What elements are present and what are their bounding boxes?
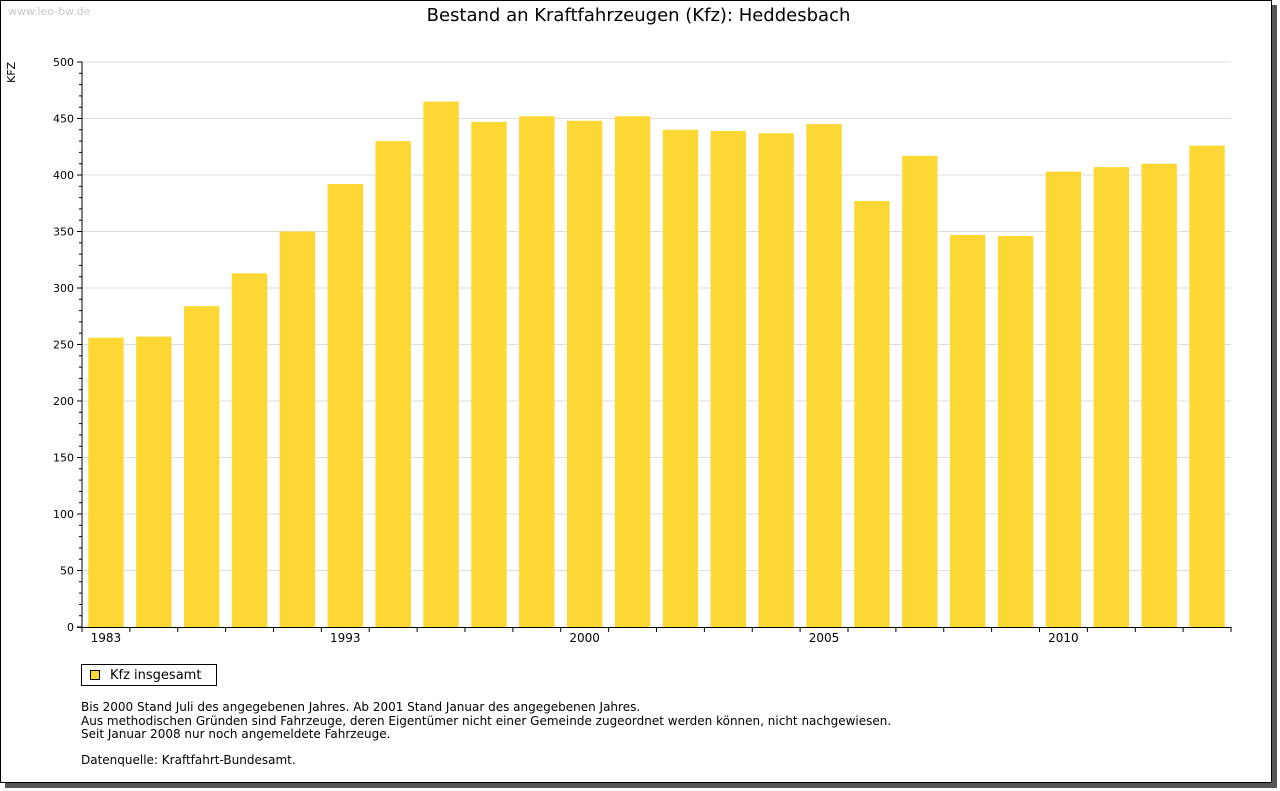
chart-title: Bestand an Kraftfahrzeugen (Kfz): Heddes… bbox=[426, 5, 851, 26]
bar bbox=[423, 101, 459, 628]
bar bbox=[1045, 171, 1082, 628]
bar bbox=[1141, 163, 1177, 627]
footnote-line: Seit Januar 2008 nur noch angemeldete Fa… bbox=[81, 727, 391, 741]
x-tick-label: 2000 bbox=[569, 631, 600, 645]
bar bbox=[471, 121, 507, 627]
bar bbox=[854, 200, 890, 628]
bar-chart: 0 50 100 150 200 250 300 350 400 450 500 1983 1993 20… bbox=[53, 56, 1232, 645]
axes bbox=[77, 61, 1232, 632]
bar bbox=[279, 231, 316, 627]
legend: Kfz insgesamt bbox=[81, 664, 217, 686]
bar bbox=[327, 184, 364, 628]
y-tick-label: 100 bbox=[53, 508, 74, 521]
bar bbox=[136, 336, 172, 627]
y-tick-label: 300 bbox=[53, 282, 74, 295]
bar bbox=[806, 124, 842, 628]
bar bbox=[902, 155, 938, 628]
bar bbox=[662, 129, 699, 628]
y-tick-label: 250 bbox=[53, 339, 74, 352]
y-tick-label: 500 bbox=[53, 56, 74, 69]
footnote-line: Bis 2000 Stand Juli des angegebenen Jahr… bbox=[81, 700, 641, 714]
y-tick-label: 400 bbox=[53, 169, 74, 182]
bar bbox=[183, 306, 220, 627]
bar bbox=[710, 130, 747, 627]
x-tick-label: 1993 bbox=[330, 631, 361, 645]
x-tick-label: 1983 bbox=[91, 631, 122, 645]
bar bbox=[231, 273, 268, 627]
bar bbox=[614, 116, 651, 628]
legend-swatch bbox=[90, 670, 100, 680]
watermark: www.leo-bw.de bbox=[8, 5, 91, 18]
grid-lines bbox=[82, 61, 1231, 571]
bar bbox=[375, 141, 411, 627]
tick-labels: 0 50 100 150 200 250 300 350 400 450 500 1983 1993 20… bbox=[53, 56, 1079, 645]
x-tick-label: 2005 bbox=[809, 631, 840, 645]
y-tick-label: 450 bbox=[53, 113, 74, 126]
bar bbox=[519, 116, 555, 628]
data-source: Datenquelle: Kraftfahrt-Bundesamt. bbox=[81, 753, 296, 767]
footnote-line: Aus methodischen Gründen sind Fahrzeuge,… bbox=[81, 713, 892, 728]
x-tick-label: 2010 bbox=[1048, 631, 1079, 645]
bar bbox=[758, 133, 794, 627]
y-tick-label: 0 bbox=[67, 621, 74, 634]
bar bbox=[997, 236, 1034, 627]
bar bbox=[949, 234, 986, 627]
y-tick-label: 50 bbox=[60, 565, 74, 578]
bars bbox=[88, 101, 1225, 628]
bar bbox=[1189, 145, 1225, 627]
legend-label: Kfz insgesamt bbox=[110, 667, 202, 683]
y-tick-label: 350 bbox=[53, 226, 74, 239]
y-tick-label: 200 bbox=[53, 395, 74, 408]
y-tick-label: 150 bbox=[53, 452, 74, 465]
bar bbox=[566, 120, 603, 627]
footnotes: Bis 2000 Stand Juli des angegebenen Jahr… bbox=[81, 700, 892, 742]
bar bbox=[1093, 167, 1130, 627]
bar bbox=[88, 337, 124, 627]
